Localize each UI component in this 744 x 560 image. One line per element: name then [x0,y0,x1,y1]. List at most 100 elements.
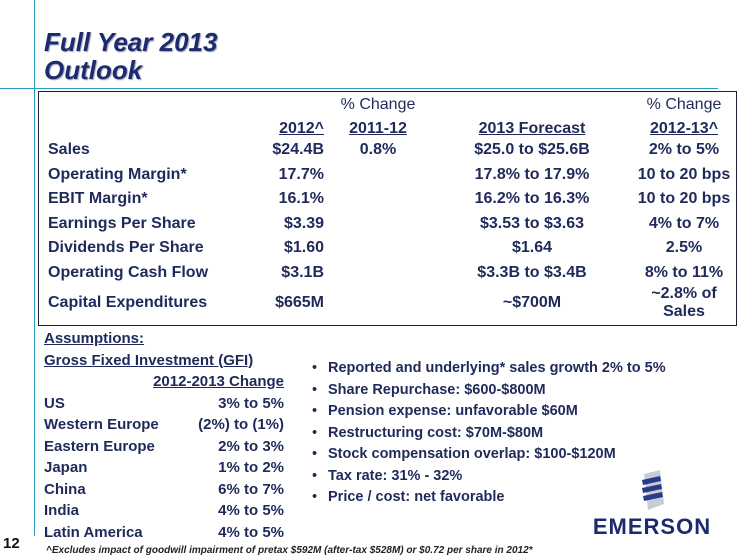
bullet-text: Share Repurchase: $600-$800M [328,381,546,398]
bullet-item: • Price / cost: net favorable [312,487,666,509]
table-row: Sales $24.4B 0.8% $25.0 to $25.6B 2% to 5% [39,138,736,163]
cell-chg2: ~2.8% of Sales [651,285,717,320]
bullet-item: • Pension expense: unfavorable $60M [312,401,666,423]
header-chg1-top: % Change [340,96,416,113]
bullet-dot-icon: • [312,424,318,441]
header-chg2-top: % Change [646,96,722,113]
cell-forecast: 16.2% to 16.3% [474,190,590,208]
gfi-value: 4% to 5% [218,523,284,541]
bullet-text: Stock compensation overlap: $100-$120M [328,446,616,462]
bullet-text: Restructuring cost: $70M-$80M [328,424,544,441]
gfi-value: 3% to 5% [218,394,284,412]
table-row: EBIT Margin* 16.1% 16.2% to 16.3% 10 to 20 … [39,187,736,212]
bullet-dot-icon: • [312,467,318,484]
cell-chg2: 10 to 20 bps [637,165,731,183]
cell-chg2: 2.5% [665,239,703,257]
cell-label: Earnings Per Share [48,214,196,232]
cell-y2012: $3.1B [281,263,324,281]
emerson-logo-text: EMERSON [592,514,712,539]
outlook-table-body: Sales $24.4B 0.8% $25.0 to $25.6B 2% to 5% Op… [39,138,736,321]
gfi-row: Japan 1% to 2% [44,457,284,479]
gfi-region: US [44,394,65,412]
cell-forecast: 17.8% to 17.9% [474,165,590,183]
gfi-row: India 4% to 5% [44,500,284,522]
table-row: Operating Margin* 17.7% 17.8% to 17.9% 10 t… [39,163,736,188]
vertical-rule [34,0,35,536]
header-empty-2012 [246,92,324,114]
bullet-text: Tax rate: 31% - 32% [328,467,463,484]
cell-y2012: $24.4B [272,141,324,159]
cell-y2012: 17.7% [278,165,324,183]
assumptions-section: Assumptions: Gross Fixed Investment (GFI… [44,328,284,543]
assumption-bullets: • Reported and underlying* sales growth 2… [312,358,666,509]
emerson-logo: EMERSON [582,470,722,540]
gfi-region: Western Europe [44,416,159,433]
cell-chg1 [324,212,432,237]
header-2012: 2012^ [279,120,324,137]
cell-chg1 [324,163,432,188]
gfi-region: Eastern Europe [44,437,155,455]
title-line-2: Outlook [44,55,143,85]
outlook-table: % Change % Change 2012^ 2011-12 2013 For… [39,92,736,321]
cell-chg1: 0.8% [359,141,397,159]
table-row: Operating Cash Flow $3.1B $3.3B to $3.4B 8%… [39,261,736,286]
gfi-value: 4% to 5% [218,502,284,519]
outlook-table-box: % Change % Change 2012^ 2011-12 2013 For… [38,91,737,326]
bullet-dot-icon: • [312,446,318,462]
gfi-row: China 6% to 7% [44,479,284,501]
gfi-row: Latin America 4% to 5% [44,522,284,544]
table-row: Dividends Per Share $1.60 $1.64 2.5% [39,236,736,261]
emerson-logo-icon [642,470,664,510]
bullet-item: • Restructuring cost: $70M-$80M [312,423,666,445]
bullet-item: • Share Repurchase: $600-$800M [312,380,666,402]
gfi-value: (2%) to (1%) [198,416,284,433]
bullet-text: Reported and underlying* sales growth 2%… [328,360,666,376]
cell-chg1 [324,236,432,261]
gfi-value: 2% to 3% [218,437,284,455]
cell-forecast: $1.64 [511,239,553,257]
slide-title: Full Year 2013 Outlook [44,28,217,84]
cell-chg2: 2% to 5% [648,141,720,159]
cell-label: Dividends Per Share [48,239,204,257]
assumptions-heading: Assumptions: [44,330,145,347]
cell-chg1 [324,285,432,321]
bullet-dot-icon: • [312,489,318,505]
gfi-value: 1% to 2% [218,459,284,476]
horizontal-rule [0,88,718,89]
bullet-item: • Tax rate: 31% - 32% [312,466,666,488]
cell-y2012: $665M [275,294,324,311]
cell-y2012: $1.60 [283,239,324,257]
cell-forecast: $3.53 to $3.63 [479,214,585,232]
header-forecast: 2013 Forecast [478,120,586,137]
bullet-text: Price / cost: net favorable [328,489,505,505]
header-chg2: 2012-13^ [649,120,719,137]
cell-forecast: ~$700M [502,294,562,311]
bullet-text: Pension expense: unfavorable $60M [328,403,578,419]
cell-y2012: $3.39 [283,214,324,232]
cell-label: Operating Margin* [48,165,187,183]
cell-chg2: 4% to 7% [648,214,720,232]
title-line-1: Full Year 2013 [44,27,218,57]
cell-y2012: 16.1% [278,190,324,208]
table-row: Earnings Per Share $3.39 $3.53 to $3.63 4% … [39,212,736,237]
bullet-dot-icon: • [312,360,318,376]
gfi-region: Latin America [44,523,143,541]
bullet-item: • Reported and underlying* sales growth 2… [312,358,666,380]
header-empty-fc [432,92,632,114]
bullet-dot-icon: • [312,381,318,398]
gfi-value: 6% to 7% [218,480,284,498]
gfi-row: Western Europe (2%) to (1%) [44,414,284,436]
cell-label: EBIT Margin* [48,190,148,208]
header-chg1: 2011-12 [349,120,407,137]
gfi-region: India [44,502,80,519]
bullet-item: • Stock compensation overlap: $100-$120M [312,444,666,466]
cell-chg2: 10 to 20 bps [637,190,731,208]
gfi-row: Eastern Europe 2% to 3% [44,436,284,458]
cell-forecast: $25.0 to $25.6B [474,141,590,159]
gfi-region: China [44,480,86,498]
cell-label: Operating Cash Flow [48,263,209,281]
gfi-heading: Gross Fixed Investment (GFI) [44,351,254,369]
cell-forecast: $3.3B to $3.4B [477,263,587,281]
bullet-dot-icon: • [312,403,318,419]
header-empty-label [39,114,246,138]
